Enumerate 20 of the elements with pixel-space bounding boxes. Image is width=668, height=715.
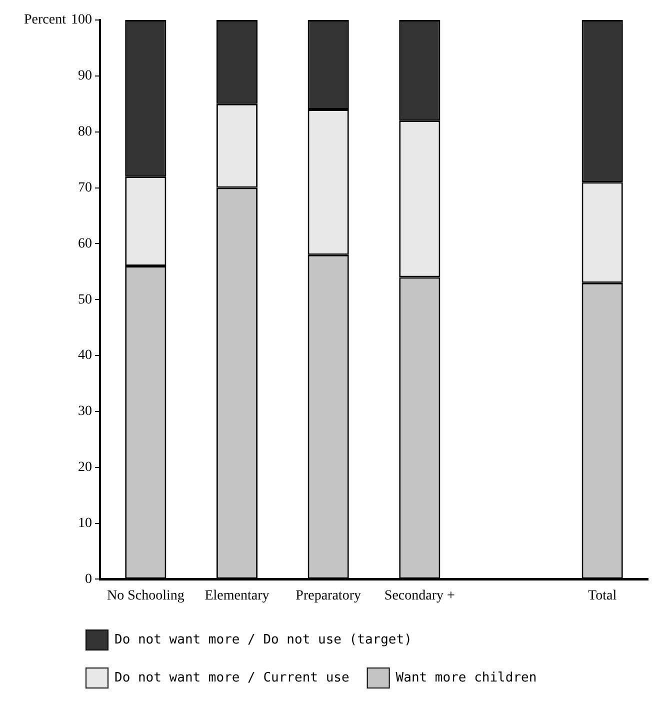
y-tick-label: 10 bbox=[78, 516, 92, 531]
y-tick-label: 50 bbox=[78, 292, 92, 308]
y-tick-label: 20 bbox=[78, 460, 92, 476]
x-tick-label: Secondary + bbox=[384, 588, 456, 604]
x-tick-label: Elementary bbox=[204, 588, 270, 604]
legend-label: Do not want more / Do not use (target) bbox=[114, 632, 412, 648]
legend-label: Want more children bbox=[396, 670, 537, 686]
y-tick-label: 0 bbox=[85, 572, 92, 587]
y-tick-label: 30 bbox=[78, 404, 92, 420]
y-tick-label: 40 bbox=[78, 348, 92, 364]
x-tick-label: Total bbox=[588, 588, 617, 604]
legend-label: Do not want more / Current use bbox=[114, 670, 350, 686]
y-tick-label: 70 bbox=[78, 180, 92, 196]
y-tick-label: 100 bbox=[71, 12, 92, 28]
y-tick-label: 60 bbox=[78, 236, 92, 252]
x-tick-label: No Schooling bbox=[106, 588, 184, 604]
x-tick-label: Preparatory bbox=[296, 588, 361, 604]
y-tick-label: 80 bbox=[78, 124, 92, 140]
y-tick-label: 90 bbox=[78, 68, 92, 84]
y-axis-title: Percent bbox=[24, 12, 66, 28]
